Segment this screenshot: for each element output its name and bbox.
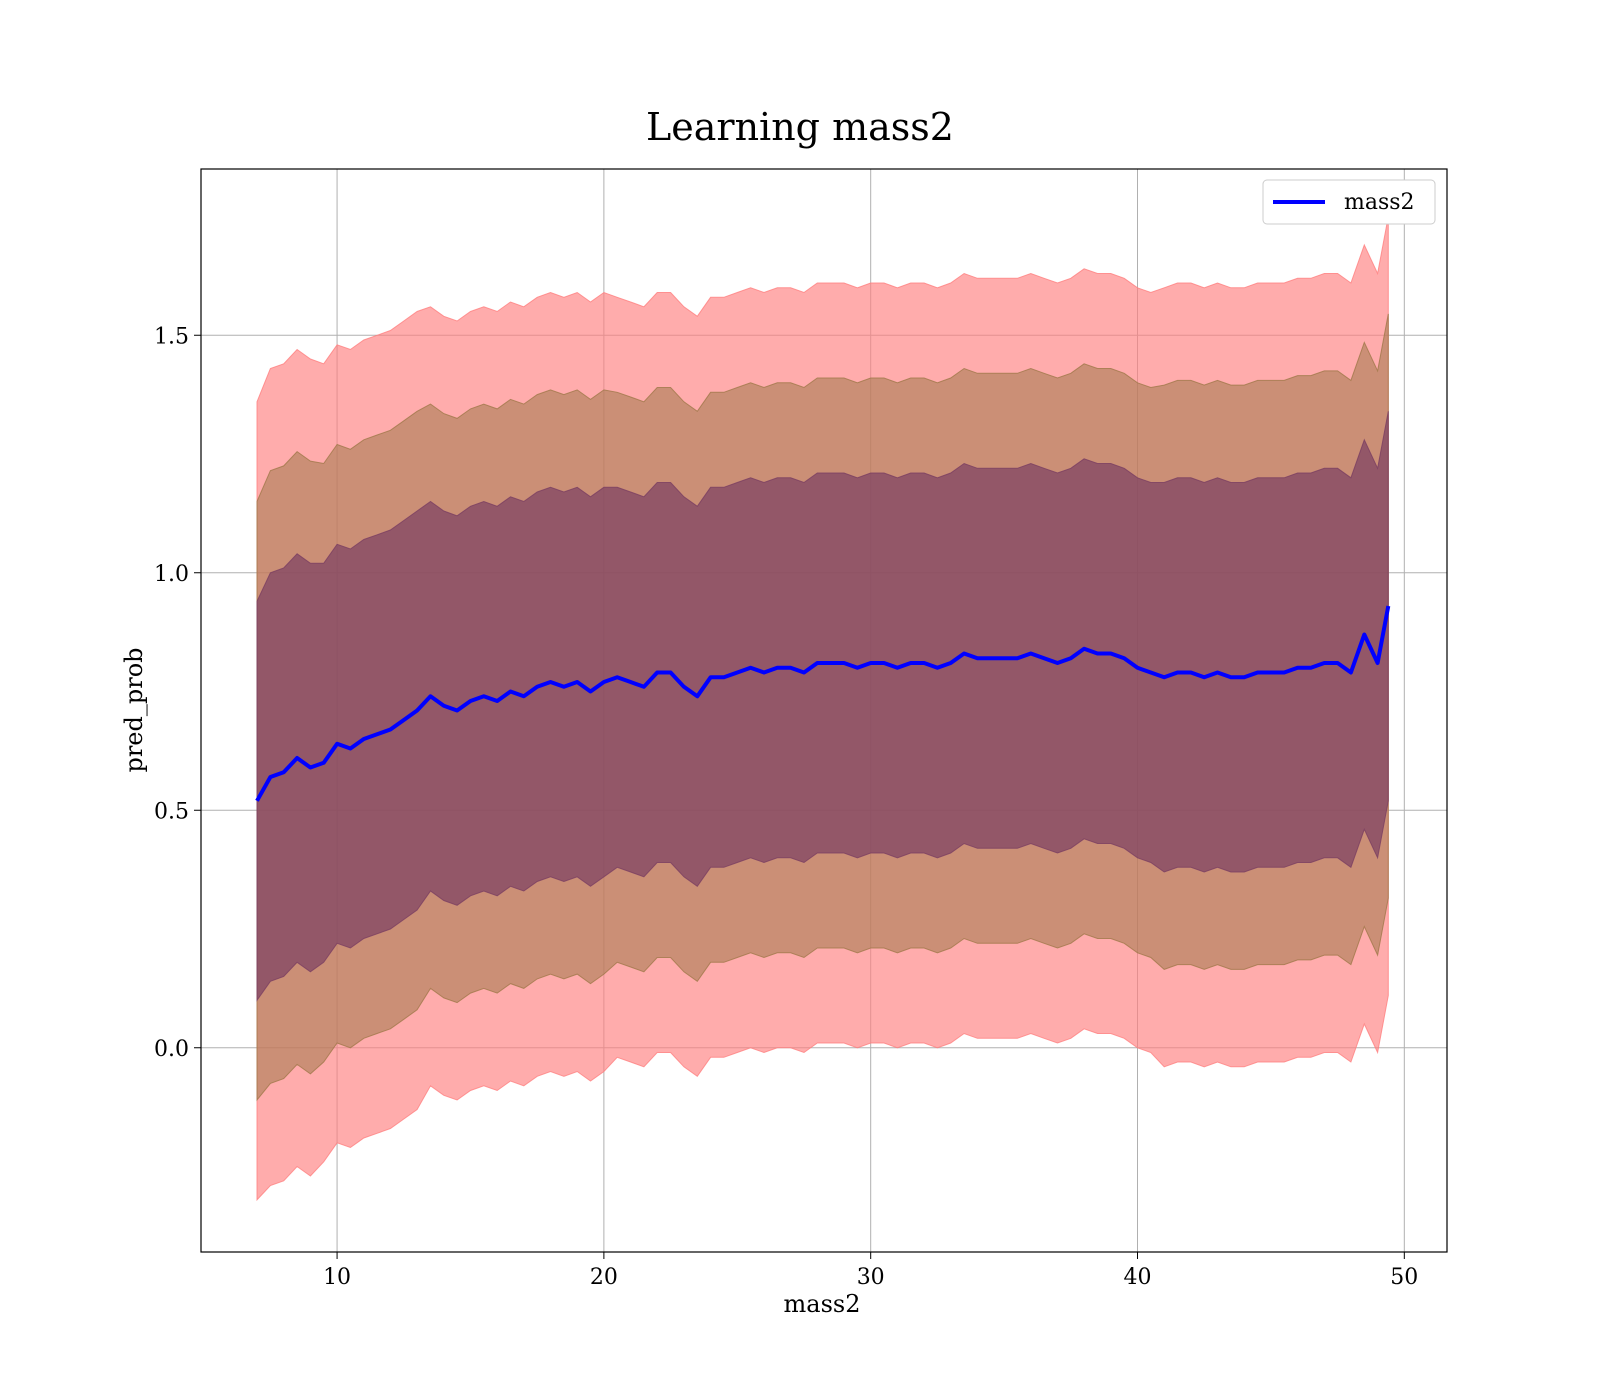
confidence-bands <box>256 216 1389 1202</box>
confidence-band-3 <box>256 411 1389 1002</box>
series-lines <box>255 605 1391 802</box>
series-line-mass2 <box>255 605 1391 802</box>
legend: mass2 <box>1262 179 1436 225</box>
legend-box <box>1262 179 1436 225</box>
y-tick-label: 0.5 <box>154 799 189 824</box>
x-tick-label: 10 <box>323 1265 351 1290</box>
x-axis-label: mass2 <box>784 1290 861 1318</box>
x-tick-label: 20 <box>590 1265 618 1290</box>
x-axis-ticks: 10 20 30 40 50 <box>323 1252 1418 1290</box>
chart-title: Learning mass2 <box>646 105 954 149</box>
x-tick-label: 30 <box>857 1265 885 1290</box>
x-tick-label: 40 <box>1124 1265 1152 1290</box>
y-tick-label: 0.0 <box>154 1037 189 1062</box>
y-axis-label: pred_prob <box>120 647 148 772</box>
y-tick-label: 1.0 <box>154 562 189 587</box>
x-tick-label: 50 <box>1390 1265 1418 1290</box>
plot-area-frame <box>200 168 1448 1253</box>
y-axis-ticks: 0.0 0.5 1.0 1.5 <box>154 324 201 1062</box>
legend-label: mass2 <box>1344 190 1415 215</box>
y-tick-label: 1.5 <box>154 324 189 349</box>
